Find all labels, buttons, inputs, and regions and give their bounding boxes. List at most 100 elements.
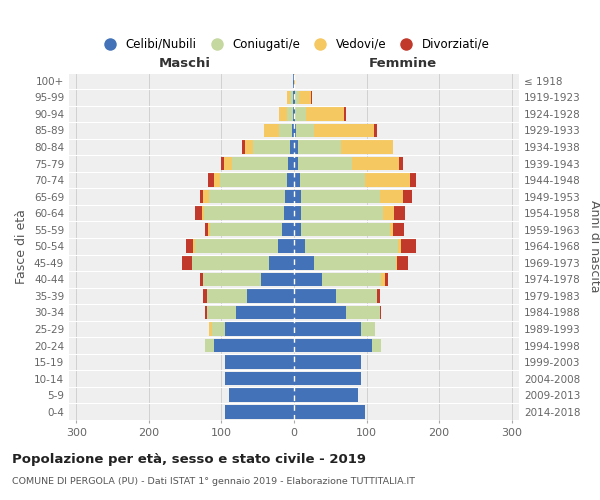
Bar <box>361 322 375 336</box>
Y-axis label: Fasce di età: Fasce di età <box>16 209 28 284</box>
Bar <box>401 240 416 253</box>
Bar <box>225 372 294 386</box>
Bar <box>295 107 307 120</box>
Bar <box>294 289 336 302</box>
Bar <box>294 174 300 187</box>
Bar <box>186 240 193 253</box>
Bar <box>294 372 361 386</box>
Bar <box>205 306 207 319</box>
Bar <box>403 190 412 203</box>
Bar <box>294 272 322 286</box>
Bar <box>294 356 361 369</box>
Bar <box>236 306 294 319</box>
Bar <box>377 289 380 302</box>
Bar <box>280 107 287 120</box>
Bar <box>294 107 295 120</box>
Bar <box>285 190 294 203</box>
Bar <box>344 107 346 120</box>
Bar <box>294 190 301 203</box>
Y-axis label: Anni di nascita: Anni di nascita <box>587 200 600 292</box>
Bar <box>301 190 380 203</box>
Bar <box>203 272 262 286</box>
Bar <box>294 306 346 319</box>
Bar <box>307 107 344 120</box>
Bar <box>245 140 253 153</box>
Bar <box>203 190 209 203</box>
Bar <box>202 206 204 220</box>
Bar <box>208 223 210 236</box>
Bar <box>394 206 405 220</box>
Bar <box>385 272 388 286</box>
Bar <box>294 74 295 88</box>
Bar <box>264 124 279 137</box>
Bar <box>200 190 203 203</box>
Bar <box>283 223 294 236</box>
Bar <box>395 256 397 270</box>
Bar <box>292 124 294 137</box>
Bar <box>346 306 380 319</box>
Bar <box>207 289 247 302</box>
Bar <box>193 240 194 253</box>
Bar <box>380 190 403 203</box>
Bar <box>221 156 224 170</box>
Bar <box>293 90 294 104</box>
Bar <box>295 90 299 104</box>
Bar <box>220 174 287 187</box>
Bar <box>299 90 311 104</box>
Bar <box>294 156 298 170</box>
Bar <box>352 156 399 170</box>
Bar <box>287 107 293 120</box>
Bar <box>194 206 202 220</box>
Bar <box>410 174 416 187</box>
Bar <box>284 206 294 220</box>
Bar <box>225 405 294 418</box>
Bar <box>229 388 294 402</box>
Bar <box>208 174 214 187</box>
Bar <box>294 388 358 402</box>
Bar <box>242 140 245 153</box>
Text: COMUNE DI PERGOLA (PU) - Dati ISTAT 1° gennaio 2019 - Elaborazione TUTTITALIA.IT: COMUNE DI PERGOLA (PU) - Dati ISTAT 1° g… <box>12 478 415 486</box>
Bar <box>269 256 294 270</box>
Bar <box>205 223 208 236</box>
Bar <box>279 124 292 137</box>
Bar <box>294 339 373 352</box>
Bar <box>294 405 365 418</box>
Text: Popolazione per età, sesso e stato civile - 2019: Popolazione per età, sesso e stato civil… <box>12 452 366 466</box>
Bar <box>288 156 294 170</box>
Bar <box>305 240 398 253</box>
Legend: Celibi/Nubili, Coniugati/e, Vedovi/e, Divorziati/e: Celibi/Nubili, Coniugati/e, Vedovi/e, Di… <box>94 33 494 56</box>
Bar <box>214 174 220 187</box>
Bar <box>399 156 403 170</box>
Bar <box>212 322 225 336</box>
Bar <box>301 206 383 220</box>
Bar <box>298 140 341 153</box>
Bar <box>224 156 232 170</box>
Bar <box>298 156 352 170</box>
Bar <box>293 107 294 120</box>
Bar <box>381 272 385 286</box>
Bar <box>294 240 305 253</box>
Bar <box>182 256 193 270</box>
Bar <box>301 223 390 236</box>
Bar <box>225 356 294 369</box>
Bar <box>247 289 294 302</box>
Bar <box>253 140 290 153</box>
Bar <box>296 124 314 137</box>
Bar <box>294 206 301 220</box>
Bar <box>322 272 381 286</box>
Bar <box>209 190 285 203</box>
Bar <box>194 240 278 253</box>
Bar <box>278 240 294 253</box>
Bar <box>209 322 212 336</box>
Bar <box>200 272 203 286</box>
Bar <box>293 74 294 88</box>
Bar <box>365 174 410 187</box>
Bar <box>290 140 294 153</box>
Bar <box>311 90 312 104</box>
Bar <box>294 256 314 270</box>
Bar <box>262 272 294 286</box>
Bar <box>290 90 293 104</box>
Bar <box>341 140 394 153</box>
Bar <box>383 206 394 220</box>
Bar <box>232 156 288 170</box>
